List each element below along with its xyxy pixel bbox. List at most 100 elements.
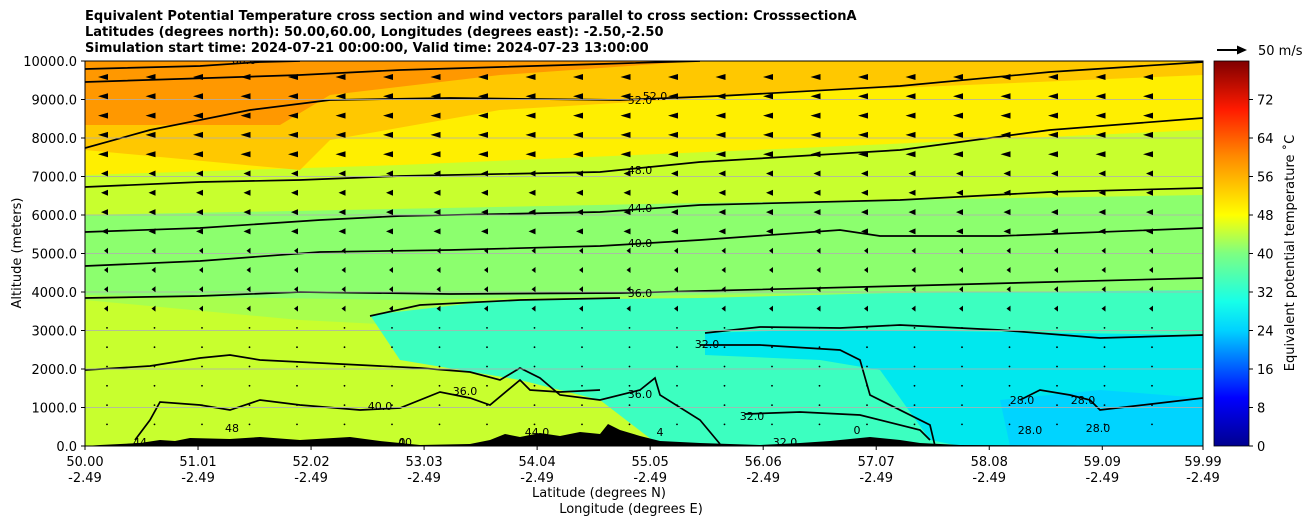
wind-vector	[579, 305, 583, 312]
wind-vector	[1051, 228, 1058, 235]
wind-vector	[288, 131, 298, 138]
wind-vector	[438, 423, 441, 426]
contour-label: 36.0	[453, 385, 478, 398]
wind-vector	[766, 189, 773, 196]
wind-vector	[1151, 365, 1153, 368]
contour-label: 52.0	[643, 90, 668, 103]
wind-vector	[201, 365, 203, 368]
wind-vector	[1006, 305, 1011, 312]
wind-vector	[1008, 346, 1011, 349]
wind-vector	[816, 305, 821, 312]
wind-vector	[533, 346, 536, 349]
wind-vector	[1095, 131, 1106, 138]
wind-vector	[243, 209, 251, 216]
wind-vector	[769, 267, 773, 273]
contour-line-48	[85, 117, 1203, 188]
wind-vector	[818, 346, 821, 349]
contour-label: 44.0	[628, 202, 653, 215]
wind-vector	[718, 228, 726, 235]
x-tick-label-lon: -2.49	[181, 471, 215, 486]
wind-vector	[721, 286, 726, 293]
wind-vector	[525, 74, 536, 80]
wind-vector	[386, 209, 393, 216]
wind-vector	[106, 365, 108, 368]
wind-vector	[723, 384, 726, 387]
wind-vector	[296, 404, 298, 406]
wind-vector	[101, 170, 108, 177]
wind-vector	[715, 131, 726, 138]
wind-vector	[721, 247, 726, 254]
wind-vector	[953, 112, 963, 119]
wind-vector	[628, 404, 631, 406]
wind-vector	[335, 131, 346, 138]
wind-vector	[956, 189, 963, 196]
wind-vector	[153, 404, 156, 406]
wind-vector	[581, 423, 583, 426]
wind-vector	[1143, 151, 1153, 158]
x-tick-label-lat: 59.99	[1184, 455, 1221, 470]
wind-vector	[1054, 247, 1058, 254]
wind-vector	[718, 209, 726, 216]
contour-line-32-valley	[744, 411, 931, 441]
wind-vector	[576, 189, 583, 196]
wind-vector	[1056, 384, 1058, 387]
wind-vector	[769, 305, 773, 312]
x-tick-label-lat: 57.07	[858, 455, 895, 470]
wind-vector	[240, 74, 251, 80]
wind-vector	[676, 384, 678, 387]
wind-vector	[1006, 247, 1011, 254]
wind-vector	[1003, 170, 1011, 177]
wind-vector	[866, 423, 868, 426]
wind-vector	[723, 404, 726, 406]
wind-vector	[145, 151, 156, 158]
wind-vector	[810, 112, 821, 119]
contour-label: 48	[225, 422, 239, 435]
wind-vector	[671, 189, 678, 196]
wind-vector	[864, 247, 868, 254]
wind-vector	[674, 267, 678, 273]
wind-vector	[866, 365, 868, 368]
wind-vector	[196, 209, 203, 216]
wind-vector	[668, 93, 678, 100]
contour-label: 4	[657, 426, 664, 439]
contour-labels: 60.0 52.052.0 48.0 44.0 40.0 36.0 32.0 36.0 36.0…	[133, 61, 1110, 446]
wind-vector	[1048, 93, 1058, 100]
colorbar-tick-label: 56	[1257, 171, 1274, 186]
wind-vector	[620, 131, 631, 138]
wind-vector	[101, 209, 108, 216]
title-line-2: Latitudes (degrees north): 50.00,60.00, …	[85, 25, 664, 40]
wind-vector	[1003, 228, 1011, 235]
wind-vector	[201, 384, 203, 387]
wind-vector	[199, 247, 203, 254]
wind-vector	[626, 305, 631, 312]
wind-vector	[193, 131, 203, 138]
wind-vector	[1103, 423, 1106, 426]
wind-vector	[151, 267, 156, 273]
wind-vector	[343, 327, 346, 329]
wind-vector	[715, 112, 726, 119]
wind-vector	[674, 247, 678, 254]
wind-vector	[383, 112, 393, 119]
y-tick-label: 8000.0	[32, 132, 78, 147]
wind-vector	[296, 365, 298, 368]
wind-vector	[1151, 327, 1153, 329]
wind-vector	[1003, 209, 1011, 216]
wind-vector	[389, 267, 393, 273]
wind-vector	[864, 305, 868, 312]
wind-vector	[620, 151, 631, 158]
wind-vector	[436, 286, 441, 293]
wind-vector	[676, 365, 678, 368]
x-tick-label-lon: -2.49	[294, 471, 328, 486]
wind-vector	[905, 131, 916, 138]
wind-vector	[525, 93, 536, 100]
wind-vector	[956, 228, 963, 235]
wind-vector	[911, 267, 916, 273]
wind-vector	[486, 327, 488, 329]
x-tick-label-lon: -2.49	[746, 471, 780, 486]
wind-vector	[335, 151, 346, 158]
wind-vector	[1143, 74, 1153, 80]
wind-vector	[581, 327, 583, 329]
contour-line-36	[85, 277, 1203, 299]
wind-vector	[145, 131, 156, 138]
wind-vector	[145, 74, 156, 80]
